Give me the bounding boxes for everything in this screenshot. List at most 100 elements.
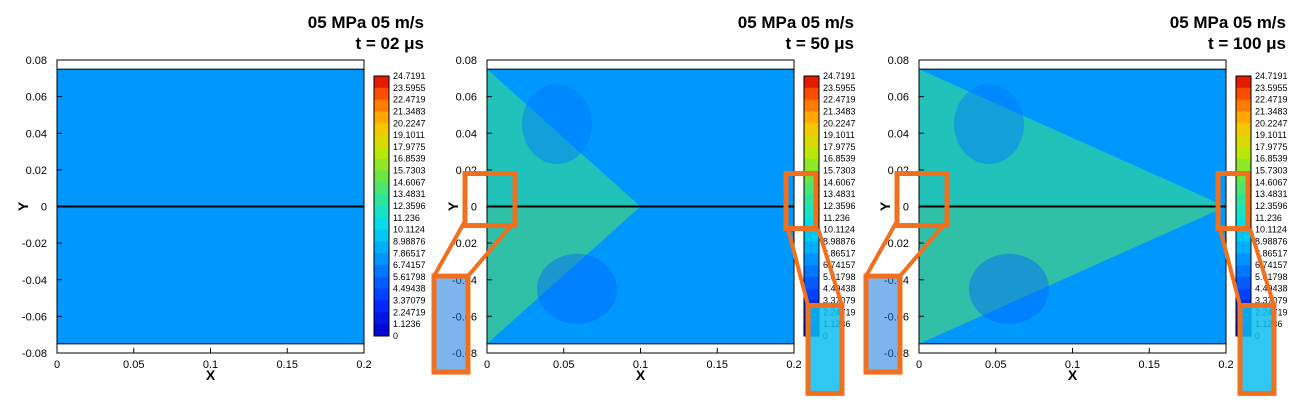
colorbar-swatch <box>374 241 389 254</box>
colorbar-level-label: 15.7303 <box>393 166 426 176</box>
colorbar-level-label: 23.5955 <box>823 83 856 93</box>
y-tick-label: 0.06 <box>888 92 909 104</box>
x-tick-label: 0.15 <box>707 359 728 371</box>
x-tick-label: 0.2 <box>1218 359 1233 371</box>
colorbar-swatch <box>804 265 819 278</box>
x-tick-label: 0.05 <box>123 359 144 371</box>
y-tick-label: -0.08 <box>22 348 47 360</box>
zoom-connector <box>898 219 949 278</box>
y-tick-label: 0.06 <box>26 92 47 104</box>
low-stress-region <box>537 253 617 324</box>
colorbar-level-label: 24.7191 <box>823 71 856 81</box>
y-tick-label: 0.04 <box>456 128 477 140</box>
colorbar-swatch <box>804 229 819 242</box>
colorbar-level-label: 10.1124 <box>823 225 855 235</box>
chart-title: 05 MPa 05 m/s <box>307 13 424 32</box>
colorbar-level-label: 2.24719 <box>393 307 426 317</box>
colorbar-swatch <box>374 253 389 266</box>
colorbar-level-label: 10.1124 <box>393 225 425 235</box>
x-tick-label: 0.15 <box>1139 359 1160 371</box>
colorbar-swatch <box>1236 265 1251 278</box>
colorbar-level-label: 16.8539 <box>823 154 856 164</box>
colorbar-level-label: 19.1011 <box>393 130 425 140</box>
colorbar-level-label: 12.3596 <box>393 201 426 211</box>
x-tick-label: 0.2 <box>786 359 801 371</box>
colorbar-swatch <box>374 123 389 136</box>
y-tick-label: 0 <box>41 202 47 214</box>
zoom-connector <box>432 220 467 278</box>
zoom-source-box-right <box>783 171 819 232</box>
x-tick-label: 0.2 <box>356 359 371 371</box>
colorbar-swatch <box>1236 241 1251 254</box>
colorbar-level-label: 4.49438 <box>393 284 426 294</box>
zoom-connector <box>816 227 844 306</box>
colorbar-level-label: 8.98876 <box>1255 236 1288 246</box>
colorbar-level-label: 6.74157 <box>1255 260 1288 270</box>
colorbar-level-label: 3.37079 <box>393 296 426 306</box>
colorbar-level-label: 12.3596 <box>823 201 856 211</box>
colorbar-level-label: 24.7191 <box>1255 71 1288 81</box>
colorbar-swatch <box>1236 146 1251 160</box>
colorbar-swatch <box>804 76 819 89</box>
colorbar-level-label: 1.1236 <box>393 319 421 329</box>
zoom-highlight <box>431 171 845 396</box>
colorbar-level-label: 13.4831 <box>823 189 856 199</box>
zoom-source-box <box>462 171 518 229</box>
colorbar-swatch <box>374 76 389 89</box>
low-stress-region <box>522 84 592 165</box>
colorbar-level-label: 7.86517 <box>1255 248 1288 258</box>
y-axis-label: Y <box>877 201 893 211</box>
x-axis-label: X <box>206 367 216 383</box>
colorbar-swatch <box>374 194 389 207</box>
colorbar-swatch <box>374 276 389 290</box>
colorbar-level-label: 21.3483 <box>1255 106 1288 116</box>
colorbar-level-label: 14.6067 <box>393 177 426 187</box>
panel-1: 05 MPa 05 m/s t = 02 μs 0.08 0.06 0.04 0.02… <box>0 0 430 409</box>
colorbar-swatch <box>804 253 819 266</box>
x-tick-label: 0.15 <box>277 359 298 371</box>
colorbar-swatch <box>1236 229 1251 242</box>
y-tick-label: 0.06 <box>456 92 477 104</box>
colorbar-level-label: 15.7303 <box>823 166 856 176</box>
contour-plot-3: 0.080.060.040.020-0.02-0.04-0.06-0.0800.… <box>863 55 1288 396</box>
panel-3: 05 MPa 05 m/s t = 100 μs 0.08 0.06 0.04 0.0… <box>862 0 1292 409</box>
colorbar-swatch <box>374 158 389 172</box>
x-tick-label: 0 <box>916 359 922 371</box>
zoom-source-box-right <box>1215 171 1251 232</box>
colorbar-level-label: 13.4831 <box>1255 189 1288 199</box>
colorbar-swatch <box>374 206 389 219</box>
colorbar-level-label: 22.4719 <box>823 95 856 105</box>
colorbar-level-label: 11.236 <box>1255 213 1282 223</box>
colorbar-level-label: 23.5955 <box>1255 83 1288 93</box>
colorbar-swatch <box>374 217 389 231</box>
zoom-inset-box-right <box>1237 302 1277 396</box>
wave-front-lower <box>919 206 1226 344</box>
x-tick-label: 0.1 <box>203 359 218 371</box>
wave-front-lower <box>487 206 641 344</box>
x-axis-label: X <box>1068 367 1078 383</box>
zoom-connector <box>786 227 810 306</box>
colorbar-level-label: 13.4831 <box>393 189 426 199</box>
colorbar-swatch <box>374 312 389 325</box>
colorbar-level-label: 7.86517 <box>393 248 426 258</box>
colorbar-swatch <box>804 111 819 124</box>
colorbar-level-label: 23.5955 <box>393 83 426 93</box>
colorbar-swatch <box>1236 276 1251 290</box>
y-tick-label: -0.02 <box>884 238 909 250</box>
y-tick-label: 0.08 <box>26 55 47 67</box>
y-tick-label: 0.08 <box>888 55 909 67</box>
chart-subtitle: t = 100 μs <box>1208 34 1286 53</box>
colorbar-level-label: 17.9775 <box>1255 142 1288 152</box>
chart-title: 05 MPa 05 m/s <box>737 13 854 32</box>
colorbar-level-label: 20.2247 <box>823 118 856 128</box>
zoom-inset-box-right <box>805 302 845 396</box>
colorbar-swatch <box>374 300 389 313</box>
colorbar-swatch <box>374 288 389 302</box>
colorbar-swatch <box>374 182 389 195</box>
wave-front-upper <box>487 69 641 207</box>
colorbar-swatch <box>374 265 389 278</box>
colorbar-frame <box>373 75 390 337</box>
colorbar-level-label: 4.49438 <box>1255 284 1288 294</box>
colorbar-level-label: 11.236 <box>393 213 420 223</box>
colorbar-swatch <box>374 135 389 148</box>
